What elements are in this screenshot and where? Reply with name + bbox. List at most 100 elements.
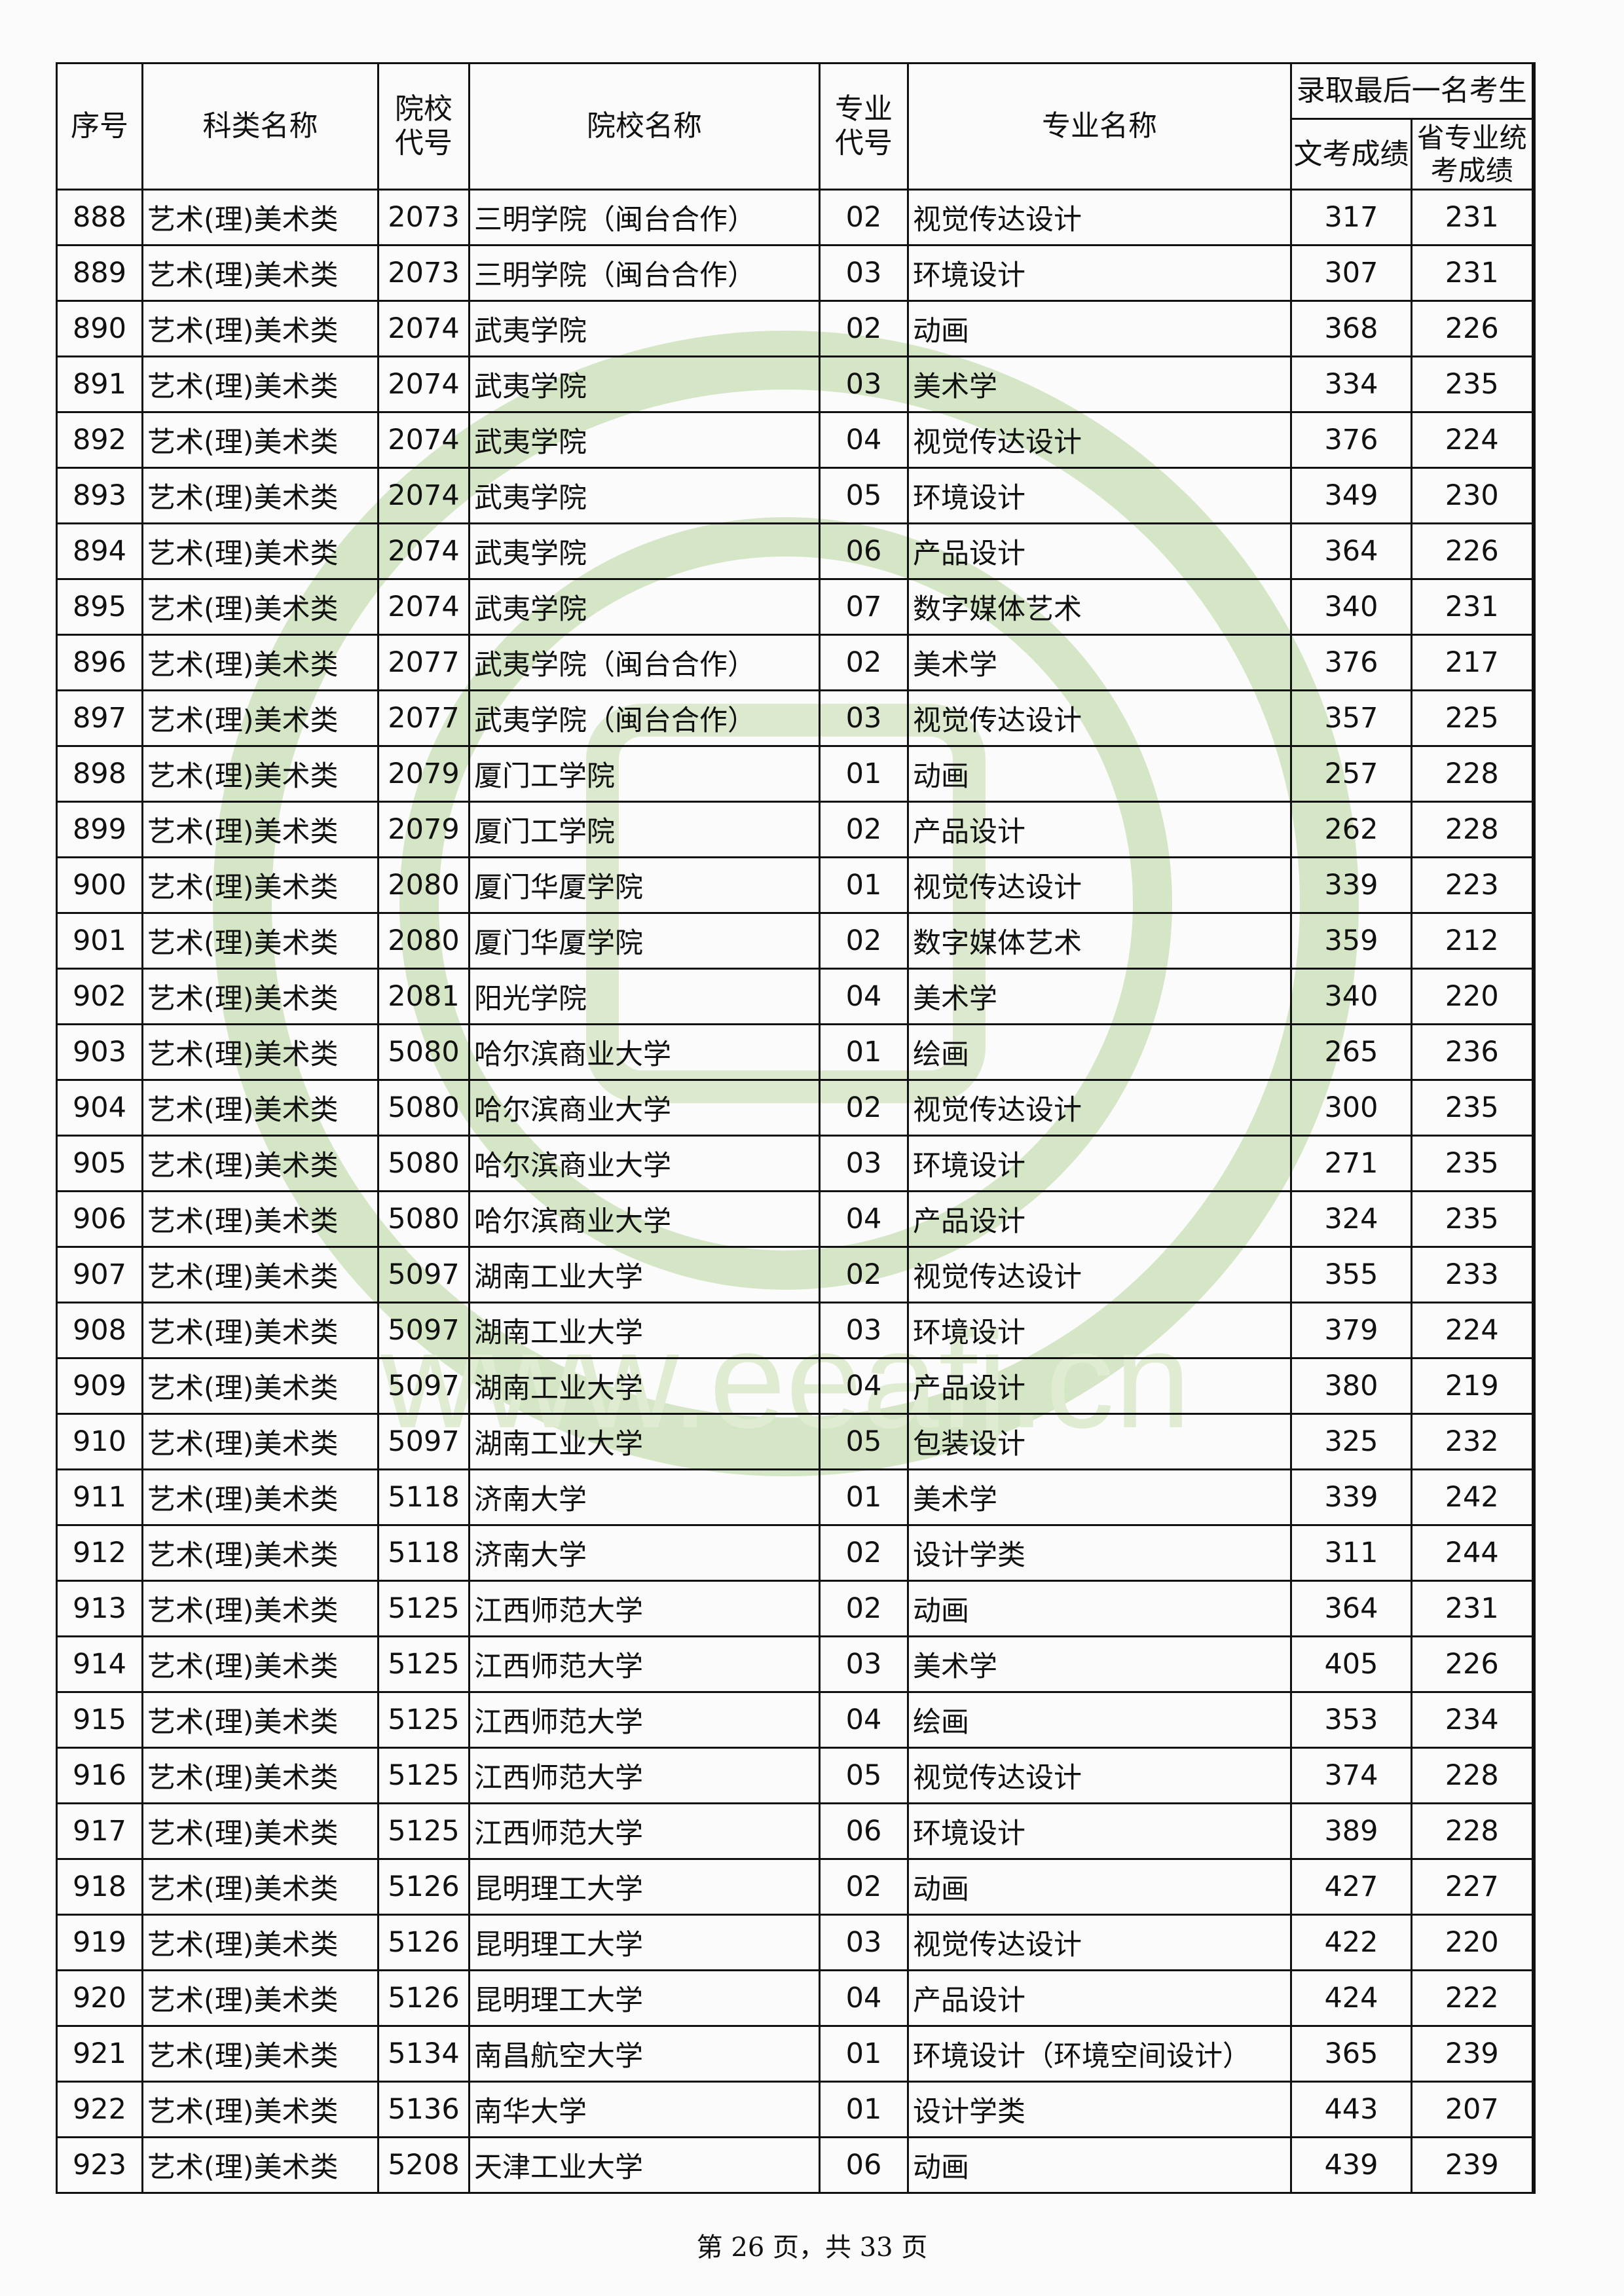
table-row: 903 艺术(理)美术类 5080 哈尔滨商业大学 01 绘画 265 236	[56, 1023, 1536, 1081]
cell-school-name: 三明学院（闽台合作）	[468, 244, 821, 302]
cell-school-code: 2074	[377, 300, 470, 357]
cell-category: 艺术(理)美术类	[141, 1747, 379, 1804]
cell-major-name: 美术学	[907, 634, 1292, 691]
cell-major-name: 视觉传达设计	[907, 689, 1292, 747]
cell-seq: 896	[56, 634, 143, 691]
cell-school-code: 5080	[377, 1079, 470, 1137]
table-row: 918 艺术(理)美术类 5126 昆明理工大学 02 动画 427 227	[56, 1858, 1536, 1916]
cell-school-code: 5097	[377, 1413, 470, 1470]
cell-school-code: 2081	[377, 968, 470, 1025]
table-row: 909 艺术(理)美术类 5097 湖南工业大学 04 产品设计 380 219	[56, 1357, 1536, 1415]
table-row: 890 艺术(理)美术类 2074 武夷学院 02 动画 368 226	[56, 300, 1536, 357]
cell-seq: 889	[56, 244, 143, 302]
table-row: 913 艺术(理)美术类 5125 江西师范大学 02 动画 364 231	[56, 1580, 1536, 1637]
cell-school-name: 武夷学院	[468, 300, 821, 357]
cell-seq: 904	[56, 1079, 143, 1137]
cell-school-code: 5118	[377, 1524, 470, 1582]
cell-school-code: 5118	[377, 1468, 470, 1526]
cell-school-code: 2079	[377, 745, 470, 803]
cell-school-name: 哈尔滨商业大学	[468, 1190, 821, 1248]
cell-school-code: 2074	[377, 355, 470, 413]
cell-major-name: 设计学类	[907, 1524, 1292, 1582]
cell-category: 艺术(理)美术类	[141, 1190, 379, 1248]
table-row: 919 艺术(理)美术类 5126 昆明理工大学 03 视觉传达设计 422 220	[56, 1914, 1536, 1971]
cell-major-code: 04	[819, 1691, 909, 1749]
cell-school-name: 湖南工业大学	[468, 1413, 821, 1470]
cell-major-name: 视觉传达设计	[907, 189, 1292, 246]
cell-art-score: 230	[1411, 467, 1536, 524]
cell-category: 艺术(理)美术类	[141, 2081, 379, 2138]
cell-major-name: 视觉传达设计	[907, 1246, 1292, 1303]
header-culture-score: 文考成绩	[1290, 118, 1412, 191]
table-row: 891 艺术(理)美术类 2074 武夷学院 03 美术学 334 235	[56, 355, 1536, 413]
cell-school-name: 阳光学院	[468, 968, 821, 1025]
cell-category: 艺术(理)美术类	[141, 912, 379, 970]
cell-category: 艺术(理)美术类	[141, 1858, 379, 1916]
cell-seq: 900	[56, 856, 143, 914]
cell-school-name: 武夷学院	[468, 467, 821, 524]
cell-school-code: 5097	[377, 1246, 470, 1303]
cell-school-name: 济南大学	[468, 1524, 821, 1582]
cell-seq: 893	[56, 467, 143, 524]
cell-art-score: 227	[1411, 1858, 1536, 1916]
cell-school-name: 湖南工业大学	[468, 1246, 821, 1303]
cell-culture-score: 376	[1290, 411, 1412, 469]
cell-culture-score: 364	[1290, 1580, 1412, 1637]
cell-school-code: 5126	[377, 1969, 470, 2027]
cell-seq: 918	[56, 1858, 143, 1916]
cell-culture-score: 422	[1290, 1914, 1412, 1971]
cell-culture-score: 405	[1290, 1635, 1412, 1693]
cell-category: 艺术(理)美术类	[141, 1246, 379, 1303]
cell-seq: 898	[56, 745, 143, 803]
cell-major-code: 04	[819, 1969, 909, 2027]
cell-school-name: 南昌航空大学	[468, 2025, 821, 2083]
cell-school-name: 昆明理工大学	[468, 1914, 821, 1971]
cell-school-name: 武夷学院	[468, 355, 821, 413]
table-row: 901 艺术(理)美术类 2080 厦门华厦学院 02 数字媒体艺术 359 212	[56, 912, 1536, 970]
cell-major-name: 环境设计	[907, 1135, 1292, 1192]
table-row: 915 艺术(理)美术类 5125 江西师范大学 04 绘画 353 234	[56, 1691, 1536, 1749]
cell-culture-score: 271	[1290, 1135, 1412, 1192]
cell-culture-score: 357	[1290, 689, 1412, 747]
cell-school-code: 2080	[377, 912, 470, 970]
cell-culture-score: 424	[1290, 1969, 1412, 2027]
cell-school-code: 2077	[377, 689, 470, 747]
table-row: 892 艺术(理)美术类 2074 武夷学院 04 视觉传达设计 376 224	[56, 411, 1536, 469]
cell-major-code: 02	[819, 634, 909, 691]
cell-art-score: 235	[1411, 1079, 1536, 1137]
table-row: 893 艺术(理)美术类 2074 武夷学院 05 环境设计 349 230	[56, 467, 1536, 524]
cell-major-code: 06	[819, 2136, 909, 2194]
cell-culture-score: 365	[1290, 2025, 1412, 2083]
cell-school-name: 天津工业大学	[468, 2136, 821, 2194]
cell-category: 艺术(理)美术类	[141, 300, 379, 357]
cell-major-code: 02	[819, 300, 909, 357]
cell-major-name: 美术学	[907, 1468, 1292, 1526]
cell-school-code: 5126	[377, 1914, 470, 1971]
cell-art-score: 222	[1411, 1969, 1536, 2027]
cell-art-score: 231	[1411, 189, 1536, 246]
cell-art-score: 207	[1411, 2081, 1536, 2138]
cell-seq: 894	[56, 522, 143, 580]
cell-art-score: 228	[1411, 1747, 1536, 1804]
table-row: 898 艺术(理)美术类 2079 厦门工学院 01 动画 257 228	[56, 745, 1536, 803]
cell-school-code: 5125	[377, 1691, 470, 1749]
cell-school-code: 5080	[377, 1190, 470, 1248]
cell-category: 艺术(理)美术类	[141, 355, 379, 413]
cell-art-score: 212	[1411, 912, 1536, 970]
table-row: 910 艺术(理)美术类 5097 湖南工业大学 05 包装设计 325 232	[56, 1413, 1536, 1470]
cell-culture-score: 339	[1290, 1468, 1412, 1526]
cell-culture-score: 427	[1290, 1858, 1412, 1916]
cell-school-code: 2074	[377, 411, 470, 469]
cell-seq: 912	[56, 1524, 143, 1582]
cell-major-code: 01	[819, 1023, 909, 1081]
cell-school-name: 三明学院（闽台合作）	[468, 189, 821, 246]
cell-culture-score: 359	[1290, 912, 1412, 970]
cell-category: 艺术(理)美术类	[141, 1969, 379, 2027]
cell-category: 艺术(理)美术类	[141, 689, 379, 747]
cell-seq: 897	[56, 689, 143, 747]
cell-culture-score: 374	[1290, 1747, 1412, 1804]
table-row: 917 艺术(理)美术类 5125 江西师范大学 06 环境设计 389 228	[56, 1802, 1536, 1860]
cell-school-code: 2074	[377, 578, 470, 636]
cell-major-name: 产品设计	[907, 1190, 1292, 1248]
cell-category: 艺术(理)美术类	[141, 2025, 379, 2083]
